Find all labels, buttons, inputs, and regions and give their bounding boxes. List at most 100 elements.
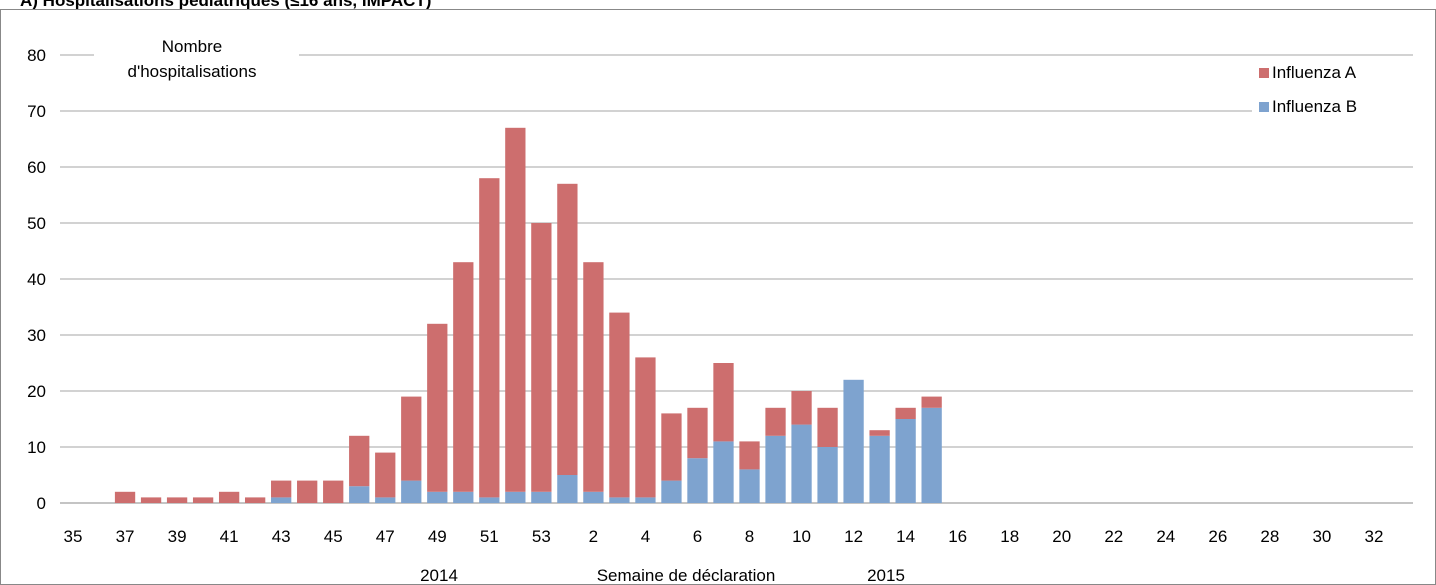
bar-influenza-a-week-5 [661, 413, 682, 481]
bar-influenza-b-week-12 [843, 379, 864, 503]
gridlines [60, 54, 1413, 504]
bar-influenza-a-week-6 [687, 407, 708, 459]
bar-influenza-b-week-11 [817, 447, 838, 503]
bar-influenza-b-week-1 [557, 475, 578, 503]
bar-influenza-a-week-45 [323, 480, 344, 503]
bar-influenza-b-week-51 [479, 497, 500, 503]
bar-influenza-a-week-13 [869, 430, 890, 436]
y-tick-label-10: 10 [27, 438, 46, 457]
bar-influenza-b-week-7 [713, 441, 734, 503]
x-tick-label-16: 16 [948, 527, 967, 546]
x-tick-label-37: 37 [116, 527, 135, 546]
x-tick-label-18: 18 [1000, 527, 1019, 546]
bar-influenza-b-week-13 [869, 435, 890, 503]
bar-influenza-b-week-53 [531, 491, 552, 503]
legend: Influenza A Influenza B [1259, 63, 1357, 116]
x-tick-label-22: 22 [1104, 527, 1123, 546]
y-tick-label-0: 0 [37, 494, 46, 513]
x-axis-label: Semaine de déclaration [597, 566, 776, 585]
bar-influenza-a-week-44 [297, 480, 318, 503]
bar-influenza-a-week-48 [401, 396, 422, 481]
bar-influenza-a-week-51 [479, 178, 500, 498]
x-tick-label-41: 41 [220, 527, 239, 546]
y-tick-label-50: 50 [27, 214, 46, 233]
x-tick-label-30: 30 [1312, 527, 1331, 546]
bar-influenza-a-week-9 [765, 407, 786, 436]
bar-influenza-a-week-7 [713, 363, 734, 442]
bar-influenza-b-week-15 [921, 407, 942, 503]
x-tick-label-47: 47 [376, 527, 395, 546]
bar-influenza-b-week-8 [739, 469, 760, 503]
bar-influenza-b-week-50 [453, 491, 474, 503]
x-tick-label-45: 45 [324, 527, 343, 546]
x-tick-label-49: 49 [428, 527, 447, 546]
bar-influenza-b-week-49 [427, 491, 448, 503]
bar-influenza-a-week-8 [739, 441, 760, 470]
bar-influenza-b-week-5 [661, 480, 682, 503]
bar-influenza-b-week-43 [271, 497, 292, 503]
x-tick-labels: 35 37 39 41 43 45 47 49 51 53 2 4 6 8 10 12 14 16 18 20 22 24… [64, 527, 1384, 546]
bar-influenza-b-week-2 [583, 491, 604, 503]
bar-influenza-a-week-43 [271, 480, 292, 498]
page-title: A) Hospitalisations pédiatriques (≤16 an… [20, 0, 432, 10]
x-tick-label-39: 39 [168, 527, 187, 546]
bar-influenza-a-week-49 [427, 323, 448, 492]
x-tick-label-4: 4 [641, 527, 650, 546]
legend-swatch-influenza-a [1259, 68, 1269, 78]
bar-influenza-a-week-1 [557, 183, 578, 476]
y-axis-label-line2: d'hospitalisations [128, 62, 257, 81]
bar-influenza-a-week-38 [140, 497, 162, 503]
bar-influenza-b-week-52 [505, 491, 526, 503]
bar-influenza-a-week-2 [583, 262, 604, 492]
bar-influenza-b-week-9 [765, 435, 786, 503]
bar-influenza-b-week-47 [375, 497, 396, 503]
x-tick-label-2: 2 [589, 527, 598, 546]
y-axis-label-line1: Nombre [162, 37, 222, 56]
y-tick-label-30: 30 [27, 326, 46, 345]
bar-influenza-b-week-14 [895, 419, 916, 503]
bar-influenza-b-week-4 [635, 497, 656, 503]
x-tick-label-43: 43 [272, 527, 291, 546]
bar-influenza-b-week-10 [791, 424, 812, 503]
legend-swatch-influenza-b [1259, 102, 1269, 112]
bar-influenza-b-week-3 [609, 497, 630, 503]
x-tick-label-10: 10 [792, 527, 811, 546]
bar-influenza-a-week-52 [505, 127, 526, 492]
x-tick-label-12: 12 [844, 527, 863, 546]
x-tick-label-32: 32 [1365, 527, 1384, 546]
x-tick-label-6: 6 [693, 527, 702, 546]
bar-influenza-a-week-3 [609, 312, 630, 498]
legend-label-influenza-a: Influenza A [1272, 63, 1357, 82]
bar-influenza-a-week-41 [218, 491, 240, 503]
legend-label-influenza-b: Influenza B [1272, 97, 1357, 116]
bar-influenza-a-week-46 [349, 435, 370, 487]
y-tick-label-20: 20 [27, 382, 46, 401]
bar-influenza-a-week-40 [192, 497, 214, 503]
bar-influenza-a-week-39 [166, 497, 188, 503]
x-tick-label-35: 35 [64, 527, 83, 546]
bar-influenza-b-week-6 [687, 458, 708, 503]
x-tick-label-8: 8 [745, 527, 754, 546]
bar-influenza-a-week-4 [635, 357, 656, 498]
bars [114, 127, 942, 503]
bar-influenza-b-week-48 [401, 480, 422, 503]
x-tick-label-24: 24 [1156, 527, 1175, 546]
y-tick-label-80: 80 [27, 46, 46, 65]
x-tick-label-53: 53 [532, 527, 551, 546]
bar-influenza-a-week-42 [244, 497, 266, 503]
y-tick-label-40: 40 [27, 270, 46, 289]
bar-influenza-a-week-15 [921, 396, 942, 408]
y-tick-label-70: 70 [27, 102, 46, 121]
x-tick-label-14: 14 [896, 527, 915, 546]
bar-influenza-a-week-50 [453, 262, 474, 492]
y-tick-label-60: 60 [27, 158, 46, 177]
bar-influenza-a-week-37 [114, 491, 136, 503]
x-tick-label-20: 20 [1052, 527, 1071, 546]
bar-influenza-b-week-46 [349, 486, 370, 503]
bar-influenza-a-week-47 [375, 452, 396, 498]
year-label-2015: 2015 [867, 566, 905, 585]
x-tick-label-26: 26 [1208, 527, 1227, 546]
x-tick-label-51: 51 [480, 527, 499, 546]
year-label-2014: 2014 [420, 566, 458, 585]
